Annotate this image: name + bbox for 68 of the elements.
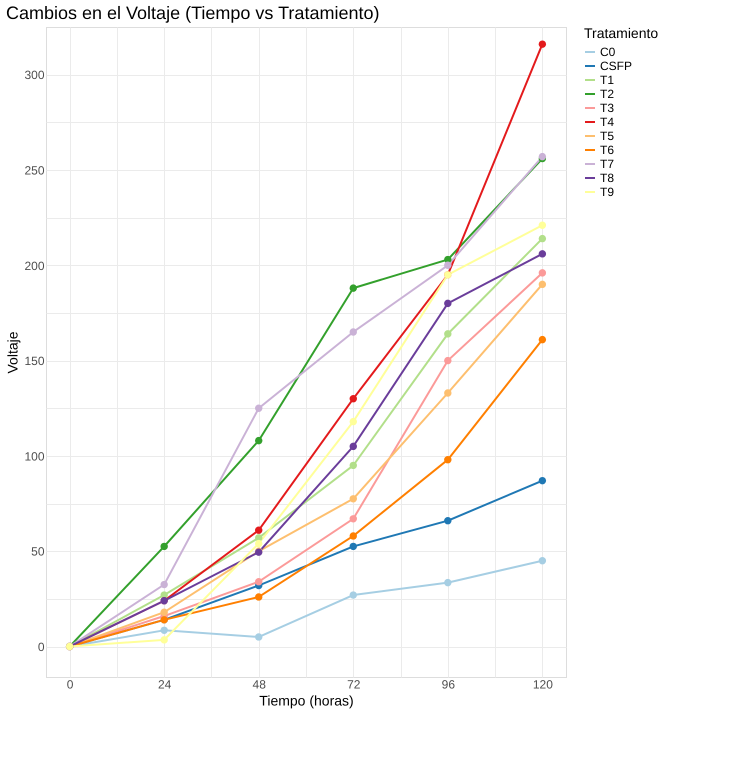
point: [444, 456, 452, 464]
x-tick-label: 0: [66, 678, 74, 692]
point: [538, 222, 546, 229]
point: [538, 269, 546, 277]
point: [350, 591, 357, 599]
legend-label: T8: [600, 171, 614, 185]
x-tick-label: 120: [532, 678, 554, 692]
point: [350, 542, 357, 550]
x-tick-label: 48: [252, 678, 266, 692]
point: [444, 300, 452, 308]
point: [160, 580, 168, 588]
point: [350, 515, 357, 522]
legend-label: T4: [600, 115, 614, 129]
y-tick-label: 50: [31, 544, 45, 559]
point: [538, 280, 546, 288]
legend-label: T1: [600, 73, 614, 87]
point: [538, 234, 546, 242]
point: [444, 516, 452, 524]
y-tick-label: 150: [24, 354, 45, 368]
legend-label: T2: [600, 87, 614, 101]
legend-label: T3: [600, 101, 614, 115]
y-tick-label: 250: [24, 163, 45, 178]
legend-label: T5: [600, 129, 614, 143]
x-tick-label: 24: [158, 678, 172, 692]
point: [350, 442, 357, 450]
y-tick-label: 0: [38, 640, 45, 654]
legend-title: Tratamiento: [584, 25, 658, 41]
x-tick-label: 96: [442, 678, 456, 692]
point: [538, 40, 546, 48]
point: [444, 389, 452, 397]
point: [538, 250, 546, 258]
point: [538, 476, 546, 484]
point: [160, 542, 168, 550]
point: [350, 532, 357, 540]
point: [255, 593, 262, 601]
point: [350, 495, 357, 502]
point: [350, 328, 357, 336]
point: [255, 526, 262, 534]
point: [444, 356, 452, 364]
point: [444, 262, 452, 269]
point: [444, 578, 452, 586]
point: [255, 540, 262, 548]
point: [255, 436, 262, 444]
legend-label: T7: [600, 157, 614, 171]
y-tick-label: 100: [24, 449, 45, 464]
point: [538, 557, 546, 564]
legend-label: T9: [600, 185, 614, 199]
point: [350, 284, 357, 292]
point: [538, 336, 546, 344]
point: [350, 395, 357, 402]
x-tick-label: 72: [347, 678, 361, 692]
legend-label: T6: [600, 143, 614, 157]
y-axis-title: Voltaje: [4, 331, 20, 374]
legend-label: CSFP: [600, 59, 632, 73]
chart-title: Cambios en el Voltaje (Tiempo vs Tratamiento): [6, 3, 380, 23]
point: [350, 418, 357, 426]
y-tick-label: 300: [24, 68, 45, 82]
point: [255, 404, 262, 412]
point: [160, 636, 168, 644]
legend-label: C0: [600, 45, 616, 59]
point: [160, 608, 168, 616]
point: [255, 633, 262, 641]
point: [350, 462, 357, 470]
y-tick-label: 200: [24, 258, 45, 273]
point: [444, 330, 452, 338]
point: [255, 578, 262, 586]
x-axis-title: Tiempo (horas): [259, 692, 354, 708]
point: [160, 626, 168, 634]
